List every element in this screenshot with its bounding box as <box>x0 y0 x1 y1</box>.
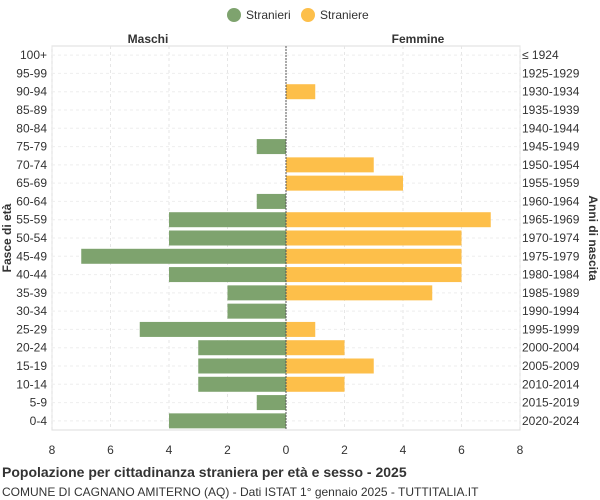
x-tick-label: 6 <box>107 443 114 457</box>
birth-year-label: 2015-2019 <box>522 396 580 410</box>
bar-straniere <box>286 212 491 228</box>
bar-straniere <box>286 230 462 246</box>
bar-straniere <box>286 175 403 191</box>
birth-year-label: 1955-1959 <box>522 176 580 190</box>
age-class-label: 10-14 <box>16 377 47 391</box>
legend-label-straniere: Straniere <box>320 8 369 22</box>
age-class-label: 90-94 <box>16 85 47 99</box>
age-class-label: 55-59 <box>16 213 47 227</box>
bar-stranieri <box>169 212 286 228</box>
age-class-label: 50-54 <box>16 231 47 245</box>
age-class-label: 5-9 <box>30 396 48 410</box>
right-side-header: Femmine <box>392 32 445 46</box>
birth-year-label: 1935-1939 <box>522 103 580 117</box>
bar-stranieri <box>81 248 286 264</box>
bar-stranieri <box>256 193 286 209</box>
bar-stranieri <box>169 267 286 283</box>
age-class-label: 0-4 <box>30 414 48 428</box>
bar-stranieri <box>139 321 286 337</box>
x-tick-label: 2 <box>341 443 348 457</box>
bar-straniere <box>286 285 433 301</box>
birth-year-label: 2000-2004 <box>522 341 580 355</box>
x-tick-label: 8 <box>517 443 524 457</box>
birth-year-label: 2020-2024 <box>522 414 580 428</box>
birth-year-label: 1980-1984 <box>522 268 580 282</box>
y-axis-left-title: Fasce di età <box>0 203 14 272</box>
age-class-label: 35-39 <box>16 286 47 300</box>
y-axis-right-title: Anni di nascita <box>586 195 600 281</box>
age-class-label: 75-79 <box>16 140 47 154</box>
birth-year-label: 1965-1969 <box>522 213 580 227</box>
chart-subtitle: COMUNE DI CAGNANO AMITERNO (AQ) - Dati I… <box>2 485 479 499</box>
x-tick-label: 0 <box>283 443 290 457</box>
x-tick-label: 6 <box>458 443 465 457</box>
labels-layer: 8 6 4 2 0 2 4 6 8 100+ ≤ 1924 95-99 1925-1929 90-94 19… <box>16 46 580 457</box>
birth-year-label: 1995-1999 <box>522 322 580 336</box>
x-tick-label: 4 <box>400 443 407 457</box>
legend-marker-straniere <box>301 8 315 22</box>
age-class-label: 20-24 <box>16 341 47 355</box>
age-class-label: 80-84 <box>16 121 47 135</box>
bar-straniere <box>286 267 462 283</box>
age-class-label: 60-64 <box>16 194 47 208</box>
age-class-label: 15-19 <box>16 359 47 373</box>
bar-straniere <box>286 358 374 374</box>
birth-year-label: 1945-1949 <box>522 140 580 154</box>
age-class-label: 100+ <box>20 48 47 62</box>
x-tick-label: 2 <box>224 443 231 457</box>
bar-stranieri <box>227 303 286 319</box>
birth-year-label: 1950-1954 <box>522 158 580 172</box>
bar-straniere <box>286 321 316 337</box>
chart-title: Popolazione per cittadinanza straniera p… <box>2 464 407 480</box>
birth-year-label: 2005-2009 <box>522 359 580 373</box>
birth-year-label: ≤ 1924 <box>522 48 559 62</box>
age-class-label: 65-69 <box>16 176 47 190</box>
bar-stranieri <box>198 376 286 392</box>
left-side-header: Maschi <box>128 32 169 46</box>
legend-marker-stranieri <box>227 8 241 22</box>
bar-stranieri <box>198 358 286 374</box>
birth-year-label: 1960-1964 <box>522 194 580 208</box>
x-tick-label: 4 <box>166 443 173 457</box>
bar-straniere <box>286 157 374 173</box>
bar-stranieri <box>169 230 286 246</box>
birth-year-label: 1930-1934 <box>522 85 580 99</box>
bar-straniere <box>286 248 462 264</box>
age-class-label: 25-29 <box>16 322 47 336</box>
birth-year-label: 1970-1974 <box>522 231 580 245</box>
age-class-label: 95-99 <box>16 66 47 80</box>
age-class-label: 70-74 <box>16 158 47 172</box>
age-class-label: 40-44 <box>16 268 47 282</box>
birth-year-label: 1940-1944 <box>522 121 580 135</box>
bar-stranieri <box>198 340 286 356</box>
legend: Stranieri Straniere <box>227 8 369 22</box>
bar-stranieri <box>256 395 286 411</box>
age-class-label: 30-34 <box>16 304 47 318</box>
birth-year-label: 1925-1929 <box>522 66 580 80</box>
bars-layer <box>81 84 491 429</box>
legend-label-stranieri: Stranieri <box>246 8 291 22</box>
bar-stranieri <box>169 413 286 429</box>
birth-year-label: 2010-2014 <box>522 377 580 391</box>
bar-straniere <box>286 340 345 356</box>
birth-year-label: 1975-1979 <box>522 249 580 263</box>
birth-year-label: 1985-1989 <box>522 286 580 300</box>
bar-stranieri <box>227 285 286 301</box>
birth-year-label: 1990-1994 <box>522 304 580 318</box>
age-class-label: 85-89 <box>16 103 47 117</box>
bar-straniere <box>286 376 345 392</box>
age-class-label: 45-49 <box>16 249 47 263</box>
x-tick-label: 8 <box>49 443 56 457</box>
bar-straniere <box>286 84 316 100</box>
population-pyramid-chart: 8 6 4 2 0 2 4 6 8 100+ ≤ 1924 95-99 1925-1929 90-94 19… <box>0 8 600 457</box>
bar-stranieri <box>256 139 286 155</box>
